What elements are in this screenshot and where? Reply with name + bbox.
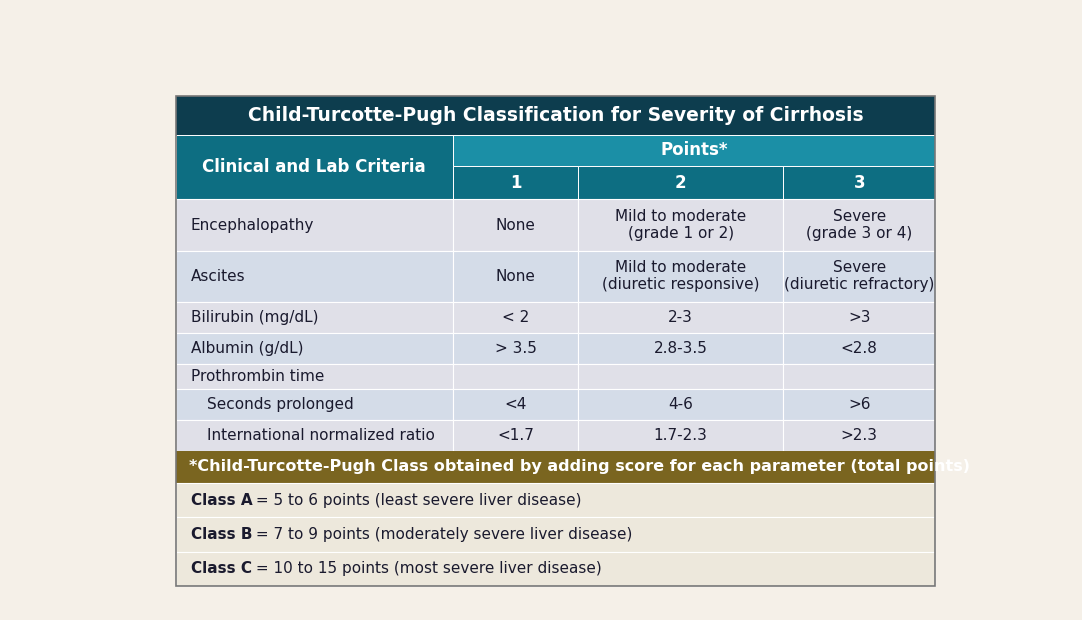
Text: Class A: Class A	[190, 493, 252, 508]
Bar	[783, 166, 935, 200]
Bar	[175, 302, 452, 333]
Text: 3: 3	[854, 174, 866, 192]
Bar	[783, 364, 935, 389]
Text: Severe
(grade 3 or 4): Severe (grade 3 or 4)	[806, 209, 912, 241]
Bar	[175, 135, 452, 200]
Bar	[452, 166, 578, 200]
Text: None: None	[496, 268, 536, 283]
Bar	[452, 135, 935, 166]
Bar	[452, 200, 578, 250]
Text: <2.8: <2.8	[841, 340, 878, 356]
Text: <4: <4	[504, 397, 527, 412]
Bar	[452, 389, 578, 420]
Text: Seconds prolonged: Seconds prolonged	[208, 397, 354, 412]
Text: 2.8-3.5: 2.8-3.5	[654, 340, 708, 356]
Text: Mild to moderate
(grade 1 or 2): Mild to moderate (grade 1 or 2)	[615, 209, 747, 241]
Bar	[578, 302, 783, 333]
Bar	[783, 200, 935, 250]
Bar	[175, 250, 452, 302]
Bar	[175, 333, 452, 364]
Text: 1: 1	[510, 174, 522, 192]
Bar	[578, 333, 783, 364]
Bar	[452, 364, 578, 389]
Text: 1.7-2.3: 1.7-2.3	[654, 428, 708, 443]
Text: 2: 2	[675, 174, 687, 192]
Text: Child-Turcotte-Pugh Classification for Severity of Cirrhosis: Child-Turcotte-Pugh Classification for S…	[248, 106, 863, 125]
Bar	[175, 200, 452, 250]
Bar	[175, 364, 452, 389]
Bar	[578, 200, 783, 250]
Text: Clinical and Lab Criteria: Clinical and Lab Criteria	[202, 158, 426, 176]
Bar	[175, 389, 452, 420]
Text: International normalized ratio: International normalized ratio	[208, 428, 435, 443]
Text: Mild to moderate
(diuretic responsive): Mild to moderate (diuretic responsive)	[602, 260, 760, 292]
Text: = 10 to 15 points (most severe liver disease): = 10 to 15 points (most severe liver dis…	[251, 562, 602, 577]
Bar	[175, 96, 935, 135]
Bar	[783, 250, 935, 302]
Text: >6: >6	[848, 397, 871, 412]
Text: Bilirubin (mg/dL): Bilirubin (mg/dL)	[190, 309, 318, 325]
Text: Points*: Points*	[660, 141, 728, 159]
Bar	[452, 420, 578, 451]
Text: None: None	[496, 218, 536, 232]
Bar	[578, 364, 783, 389]
Bar	[783, 302, 935, 333]
Text: 4-6: 4-6	[669, 397, 694, 412]
Bar	[578, 166, 783, 200]
Text: >2.3: >2.3	[841, 428, 878, 443]
Text: = 5 to 6 points (least severe liver disease): = 5 to 6 points (least severe liver dise…	[251, 493, 581, 508]
Bar	[175, 451, 935, 483]
Text: Prothrombin time: Prothrombin time	[190, 369, 324, 384]
Text: Class B: Class B	[190, 527, 252, 542]
Text: 2-3: 2-3	[669, 309, 694, 325]
Bar	[783, 389, 935, 420]
Bar	[578, 250, 783, 302]
Bar	[452, 250, 578, 302]
Text: Class C: Class C	[190, 562, 252, 577]
Text: > 3.5: > 3.5	[494, 340, 537, 356]
Text: *Child-Turcotte-Pugh Class obtained by adding score for each parameter (total po: *Child-Turcotte-Pugh Class obtained by a…	[189, 459, 969, 474]
Bar	[783, 333, 935, 364]
Text: Encephalopathy: Encephalopathy	[190, 218, 314, 232]
Text: Albumin (g/dL): Albumin (g/dL)	[190, 340, 303, 356]
Bar	[578, 420, 783, 451]
Bar	[175, 483, 935, 518]
Text: = 7 to 9 points (moderately severe liver disease): = 7 to 9 points (moderately severe liver…	[251, 527, 632, 542]
Text: Ascites: Ascites	[190, 268, 246, 283]
Text: >3: >3	[848, 309, 871, 325]
Bar	[783, 420, 935, 451]
Bar	[452, 302, 578, 333]
Bar	[175, 518, 935, 552]
Text: <1.7: <1.7	[497, 428, 533, 443]
Text: < 2: < 2	[502, 309, 529, 325]
Bar	[175, 420, 452, 451]
Bar	[175, 552, 935, 586]
Bar	[452, 333, 578, 364]
Bar	[578, 389, 783, 420]
Text: Severe
(diuretic refractory): Severe (diuretic refractory)	[784, 260, 935, 292]
